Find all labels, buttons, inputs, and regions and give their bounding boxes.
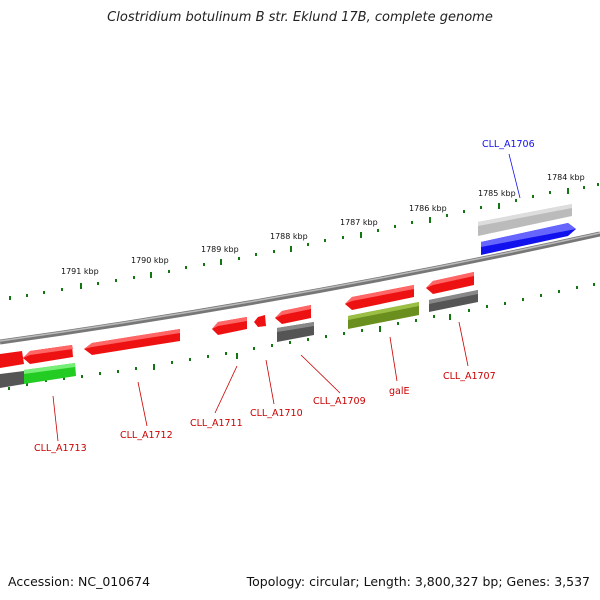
gene-label-CLL_A1712: CLL_A1712 bbox=[120, 430, 173, 441]
gene-label-CLL_A1711: CLL_A1711 bbox=[190, 418, 243, 429]
genome-backbone bbox=[0, 231, 600, 345]
gene-CLL_A1710[interactable] bbox=[254, 315, 266, 327]
kbp-label: 1788 kbp bbox=[270, 232, 308, 241]
gene-label-CLL_A1706: CLL_A1706 bbox=[482, 139, 535, 150]
gene-label-galE: galE bbox=[389, 386, 410, 397]
kbp-label: 1789 kbp bbox=[201, 245, 239, 254]
gene-label-CLL_A1709: CLL_A1709 bbox=[313, 396, 366, 407]
accession-text: Accession: NC_010674 bbox=[8, 574, 151, 589]
gene-label-CLL_A1710: CLL_A1710 bbox=[250, 408, 303, 419]
gene-feature-partial[interactable] bbox=[0, 351, 24, 368]
gene-label-CLL_A1707: CLL_A1707 bbox=[443, 371, 496, 382]
kbp-label: 1784 kbp bbox=[547, 173, 585, 182]
label-leaders bbox=[52, 153, 521, 442]
kbp-label: 1791 kbp bbox=[61, 267, 99, 276]
gene-feature-grey[interactable] bbox=[0, 371, 24, 388]
outer-tick-ring bbox=[9, 183, 599, 300]
map-title: Clostridium botulinum B str. Eklund 17B,… bbox=[107, 10, 493, 25]
kbp-label: 1785 kbp bbox=[478, 189, 516, 198]
gene-label-CLL_A1713: CLL_A1713 bbox=[34, 443, 87, 454]
genome-summary-text: Topology: circular; Length: 3,800,327 bp… bbox=[246, 574, 590, 589]
inner-tick-ring bbox=[8, 283, 595, 390]
kbp-label: 1790 kbp bbox=[131, 256, 169, 265]
kbp-label: 1787 kbp bbox=[340, 218, 378, 227]
forward-strand bbox=[0, 204, 576, 388]
kbp-label: 1786 kbp bbox=[409, 204, 447, 213]
